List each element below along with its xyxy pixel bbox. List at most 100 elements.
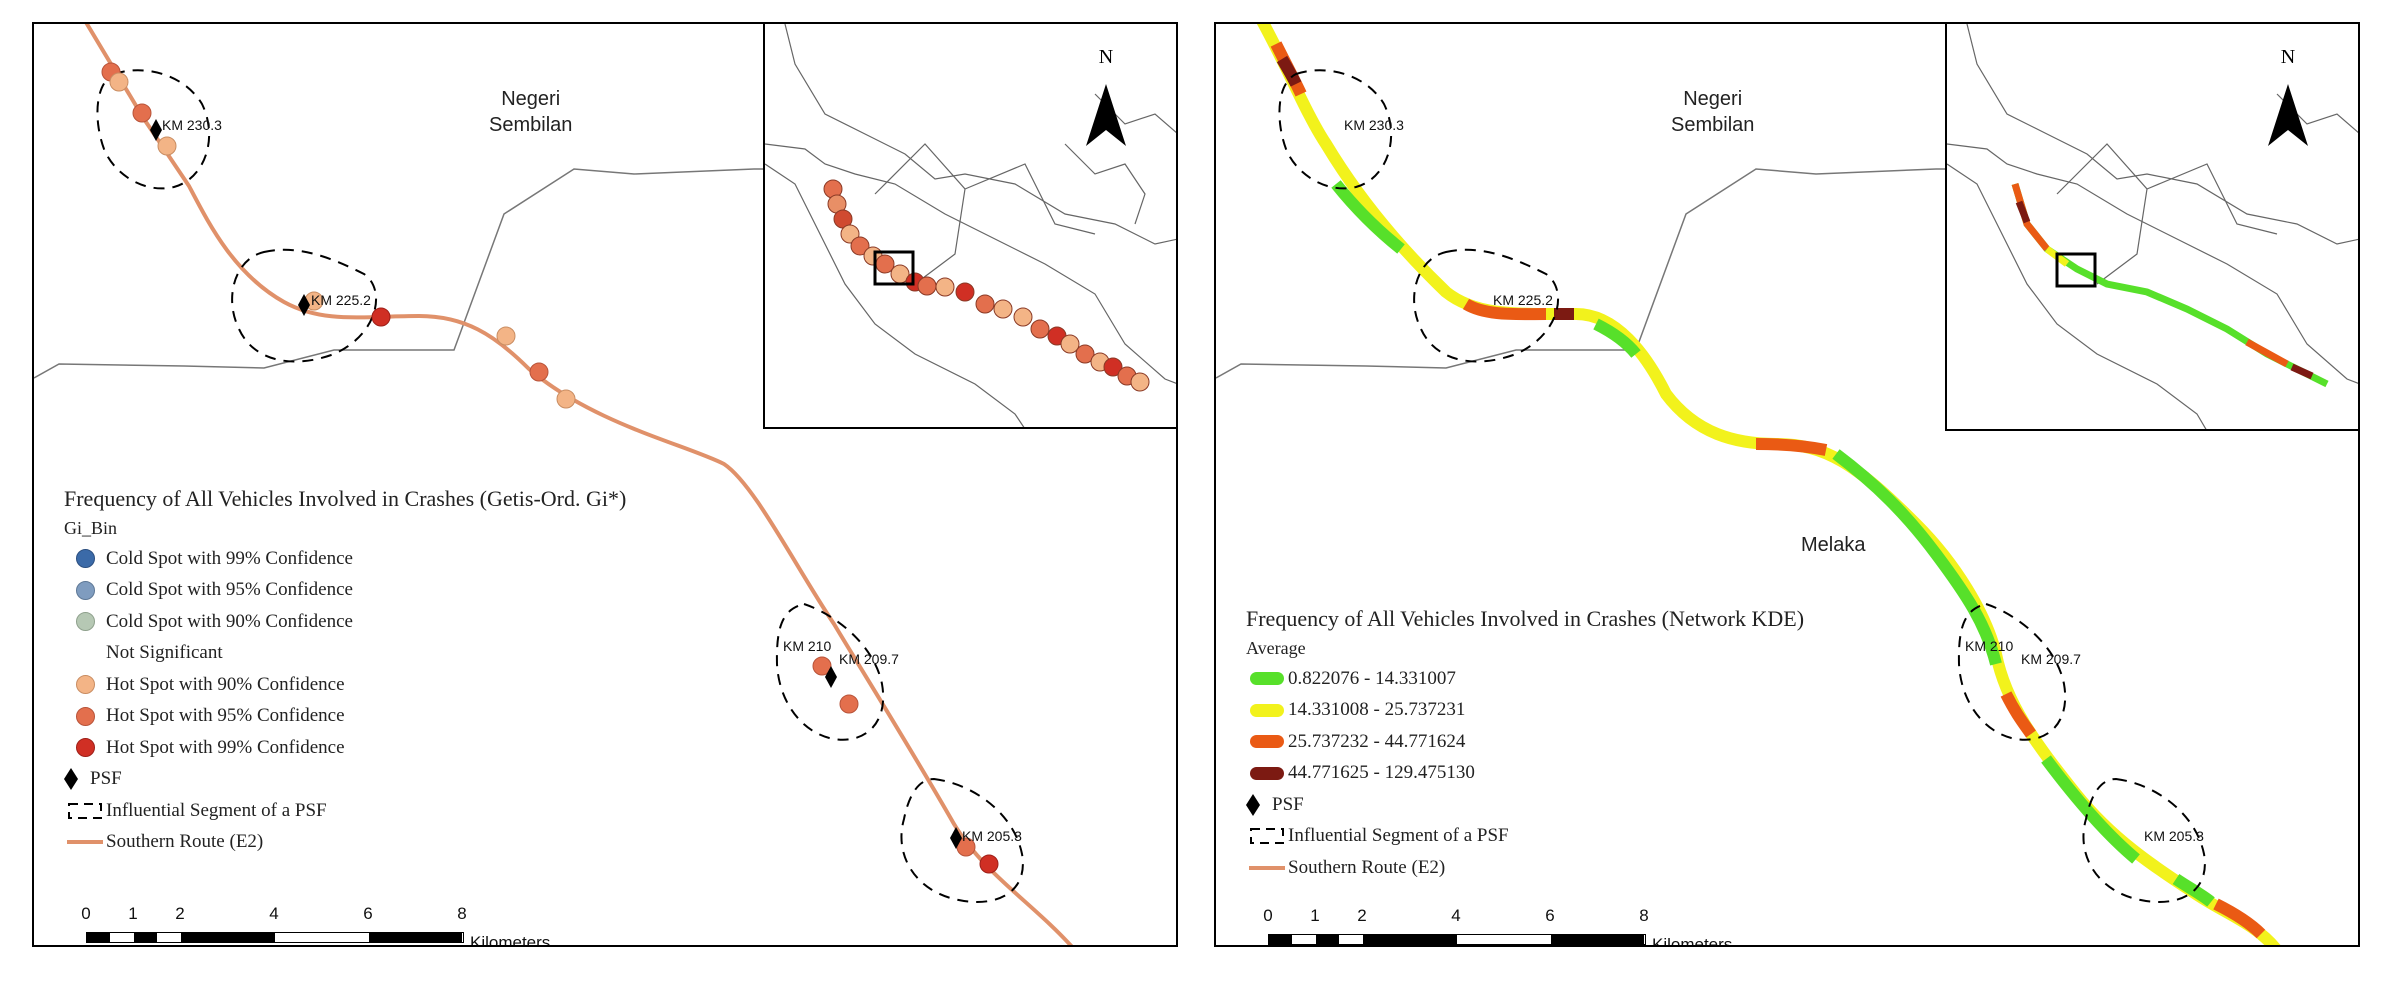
legend: Frequency of All Vehicles Involved in Cr… — [1246, 606, 1804, 884]
scale-tick: 2 — [175, 904, 185, 923]
north-arrow-icon — [1086, 84, 1126, 146]
crash-point — [157, 136, 177, 156]
influential-segment — [96, 69, 211, 190]
inset-map-svg — [1947, 24, 2358, 429]
legend-item: Not Significant — [106, 642, 223, 664]
crash-point — [496, 326, 516, 346]
km-label: KM 225.2 — [1493, 292, 1553, 308]
inset-kde-route — [2011, 182, 2329, 388]
scale-tick: 4 — [269, 904, 279, 923]
psf-diamond-icon — [298, 294, 310, 316]
kde-map-panel: Negeri Sembilan Melaka KM 230.3 KM 225.2 … — [1214, 22, 2360, 947]
influential-segment — [2082, 777, 2206, 903]
inset-crash-point — [975, 294, 995, 314]
north-label: N — [1098, 46, 1114, 68]
legend-item: Southern Route (E2) — [1246, 852, 1804, 884]
km-label: KM 210 — [1965, 638, 2014, 654]
km-label: KM 230.3 — [1344, 117, 1404, 133]
legend-item: PSF — [64, 764, 626, 796]
kde-mid-segment — [2213, 898, 2266, 939]
scale-track — [86, 932, 464, 943]
legend: Frequency of All Vehicles Involved in Cr… — [64, 486, 626, 858]
study-area-box — [873, 250, 915, 286]
scale-tick: 1 — [128, 904, 138, 923]
inset-crash-point — [1060, 334, 1080, 354]
legend-item: Cold Spot with 99% Confidence — [64, 543, 626, 575]
dashed-outline-icon — [68, 802, 102, 819]
coastline — [1966, 24, 2358, 245]
crash-point — [109, 72, 129, 92]
inset-crash-point — [1030, 319, 1050, 339]
scale-tick: 0 — [1263, 906, 1273, 925]
hot-spot-99-dot-icon — [75, 738, 95, 758]
southern-route-e2 — [84, 24, 1074, 945]
inset-crash-point — [935, 277, 955, 297]
inset-kde-route — [2290, 363, 2314, 380]
north-arrow-icon — [2268, 84, 2308, 146]
gi-star-main-map — [34, 24, 1176, 945]
inset-kde-route — [2011, 182, 2050, 252]
crash-point — [979, 854, 999, 874]
coastline — [784, 24, 1176, 245]
cold-spot-90-dot-icon — [75, 612, 95, 632]
north-label: N — [2280, 46, 2296, 68]
inset-map-svg — [765, 24, 1176, 427]
scale-unit: Kilometers — [470, 933, 551, 947]
region-label-melaka: Melaka — [1801, 534, 1866, 556]
route-line-icon — [67, 840, 103, 845]
inset-locator-map: N — [763, 24, 1176, 429]
scale-tick: 8 — [1639, 906, 1649, 925]
crash-point — [556, 389, 576, 409]
km-label: KM 205.3 — [2144, 828, 2204, 844]
legend-title: Frequency of All Vehicles Involved in Cr… — [64, 486, 627, 511]
inset-crash-point — [917, 276, 937, 296]
kde-low-segment — [1331, 180, 1405, 254]
state-boundary — [1064, 143, 1146, 225]
influential-segment — [1957, 602, 2067, 741]
legend-title: Frequency of All Vehicles Involved in Cr… — [1246, 606, 1805, 631]
kde-low-segment — [1832, 449, 2002, 666]
scale-tick: 0 — [81, 904, 91, 923]
influential-segment — [1413, 248, 1559, 363]
kde-class-1-swatch-icon — [1250, 672, 1284, 686]
scale-bar: 0 1 2 4 6 8 Kilometers — [81, 904, 566, 947]
kde-class-4-swatch-icon — [1250, 766, 1284, 780]
diamond-icon — [64, 768, 78, 791]
hot-spot-90-dot-icon — [75, 675, 95, 695]
scale-track — [1268, 934, 1646, 945]
scale-tick: 6 — [1545, 906, 1555, 925]
inset-crash-point — [1130, 372, 1150, 392]
state-boundary — [964, 163, 1096, 235]
scale-tick: 2 — [1357, 906, 1367, 925]
km-label: KM 210 — [783, 638, 832, 654]
gi-star-map-panel: Negeri Sembilan KM 230.3 KM 225.2 KM 210 … — [32, 22, 1178, 947]
coastline — [1947, 163, 2207, 429]
cold-spot-99-dot-icon — [75, 549, 95, 569]
diamond-icon — [1246, 793, 1260, 816]
crash-point — [371, 307, 391, 327]
scale-tick: 4 — [1451, 906, 1461, 925]
kde-class-3-swatch-icon — [1250, 735, 1284, 749]
km-label: KM 230.3 — [162, 117, 222, 133]
scale-unit: Kilometers — [1652, 935, 1733, 947]
cold-spot-95-dot-icon — [75, 580, 95, 600]
inset-crash-point — [850, 236, 870, 256]
north-arrow: N — [2264, 46, 2312, 156]
coastline — [765, 163, 1025, 427]
kde-mid-segment — [2000, 691, 2036, 738]
legend-subtitle: Average — [1246, 638, 1306, 658]
km-label: KM 209.7 — [839, 651, 899, 667]
psf-diamond-icon — [950, 827, 962, 849]
inset-kde-route — [2015, 200, 2031, 224]
kde-class-2-swatch-icon — [1250, 703, 1284, 717]
legend-item: Hot Spot with 95% Confidence — [64, 701, 626, 733]
inset-crash-points — [823, 179, 1150, 392]
km-label: KM 225.2 — [311, 292, 371, 308]
kde-mid-segment — [1462, 298, 1547, 321]
influential-segment — [900, 777, 1024, 903]
legend-item: Cold Spot with 90% Confidence — [64, 606, 626, 638]
state-boundary — [34, 168, 1176, 379]
legend-subtitle: Gi_Bin — [64, 518, 118, 538]
km-label: KM 205.3 — [962, 828, 1022, 844]
inset-crash-point — [955, 282, 975, 302]
